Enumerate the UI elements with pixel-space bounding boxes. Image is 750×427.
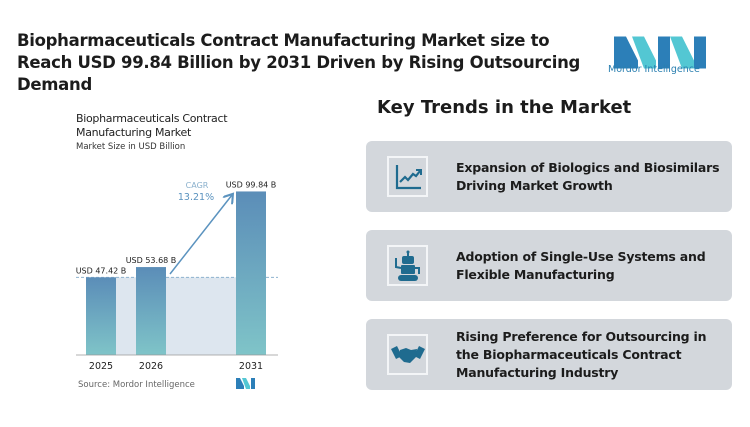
- data-label: USD 47.42 B: [76, 266, 127, 275]
- page-title: Biopharmaceuticals Contract Manufacturin…: [17, 31, 581, 94]
- trend-text: Expansion of Biologics and Biosimilars D…: [456, 160, 720, 193]
- data-label: USD 99.84 B: [226, 180, 277, 189]
- mordor-intelligence-logo: [614, 36, 706, 69]
- bar-chart: USD 47.42 B 2025 USD 53.68 B 2026 USD 99.84 …: [76, 180, 278, 372]
- chart-source: Source: Mordor Intelligence: [78, 380, 195, 390]
- trend-card: Rising Preference for Outsourcing in the…: [366, 319, 732, 390]
- trend-card: Adoption of Single-Use Systems and Flexi…: [366, 230, 732, 301]
- trend-text: Adoption of Single-Use Systems and Flexi…: [456, 249, 706, 282]
- trends-title: Key Trends in the Market: [377, 97, 632, 118]
- trend-card: Expansion of Biologics and Biosimilars D…: [366, 141, 732, 212]
- cagr-arrow: [169, 195, 232, 275]
- mini-logo-icon: [236, 378, 255, 389]
- logo-text: Mordor Intelligence: [608, 64, 700, 75]
- line-chart-up-icon: [387, 156, 428, 197]
- x-tick-label: 2031: [239, 361, 263, 372]
- robot-icon: [387, 245, 428, 286]
- bar-2031: [236, 191, 266, 355]
- chart-title: Biopharmaceuticals Contract Manufacturin…: [76, 112, 228, 139]
- handshake-icon: [387, 334, 428, 375]
- data-label: USD 53.68 B: [126, 256, 177, 265]
- cagr-value: 13.21%: [178, 192, 214, 203]
- x-tick-label: 2025: [89, 361, 113, 372]
- trend-text: Rising Preference for Outsourcing in the…: [456, 329, 707, 380]
- cagr-label: CAGR: [186, 181, 209, 190]
- chart-subtitle: Market Size in USD Billion: [76, 142, 186, 152]
- bar-2026: [136, 267, 166, 355]
- x-tick-label: 2026: [139, 361, 163, 372]
- bar-2025: [86, 277, 116, 355]
